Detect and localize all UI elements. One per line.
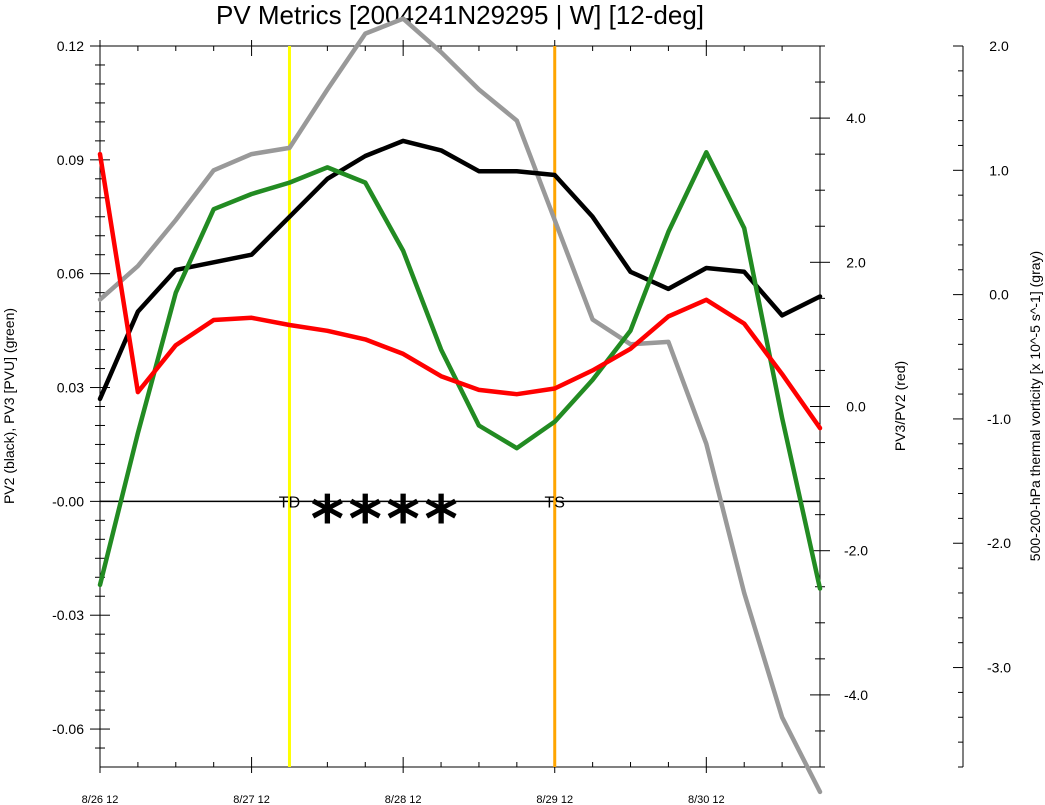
left-axis-label: PV2 (black), PV3 [PVU] (green) — [1, 308, 17, 504]
far-tick-label: -1.0 — [987, 411, 1011, 427]
right-axis-label: PV3/PV2 (red) — [892, 361, 908, 451]
star-marker: * — [386, 483, 419, 557]
plot-frame — [99, 45, 821, 768]
series-line-0 — [97, 16, 823, 795]
left-tick-label: 0.12 — [57, 38, 84, 54]
event-label: TD — [279, 494, 300, 511]
vertical-lines — [287, 46, 557, 767]
annotations: TD TS* * * * — [279, 483, 565, 557]
far-right-axis: 2.0 1.0 0.0 -1.0 -2.0 -3.0 — [953, 38, 1011, 768]
data-series — [97, 16, 823, 795]
series-line-2 — [97, 150, 823, 591]
right-tick-label: 0.0 — [846, 399, 866, 415]
right-tick-label: -4.0 — [844, 687, 868, 703]
series-line-3 — [97, 151, 823, 431]
left-tick-label: -0.06 — [52, 721, 84, 737]
x-tick-label: 8/29 12 — [536, 794, 573, 805]
right-axis: 4.0 2.0 0.0 -2.0 -4.0 — [810, 45, 868, 768]
far-tick-label: 0.0 — [989, 287, 1009, 303]
series-line-1 — [97, 138, 823, 402]
right-tick-label: -2.0 — [844, 543, 868, 559]
far-tick-label: -3.0 — [987, 660, 1011, 676]
far-tick-label: 2.0 — [989, 38, 1009, 54]
left-tick-label: 0.09 — [57, 152, 84, 168]
right-tick-label: 2.0 — [846, 254, 866, 270]
far-right-axis-label: 500-200-hPa thermal vorticity [x 10^-5 s… — [1027, 251, 1043, 561]
left-tick-label: -0.00 — [52, 493, 84, 509]
left-tick-label: 0.06 — [57, 266, 84, 282]
right-tick-label: 4.0 — [846, 110, 866, 126]
left-axis: 0.12 0.09 0.06 0.03 -0.00 -0.03 -0.06 — [52, 38, 110, 749]
star-marker: * — [349, 483, 382, 557]
chart-title: PV Metrics [2004241N29295 | W] [12-deg] — [216, 0, 704, 30]
star-marker: * — [424, 483, 457, 557]
left-tick-label: -0.03 — [52, 607, 84, 623]
x-tick-label: 8/27 12 — [233, 794, 270, 805]
far-tick-label: 1.0 — [989, 162, 1009, 178]
x-tick-label: 8/26 12 — [82, 794, 119, 805]
x-tick-label: 8/30 12 — [688, 794, 725, 805]
x-tick-label: 8/28 12 — [385, 794, 422, 805]
event-label: TS — [545, 494, 565, 511]
plot-border — [99, 45, 821, 768]
left-tick-label: 0.03 — [57, 380, 84, 396]
star-marker: * — [311, 483, 344, 557]
far-tick-label: -2.0 — [987, 535, 1011, 551]
